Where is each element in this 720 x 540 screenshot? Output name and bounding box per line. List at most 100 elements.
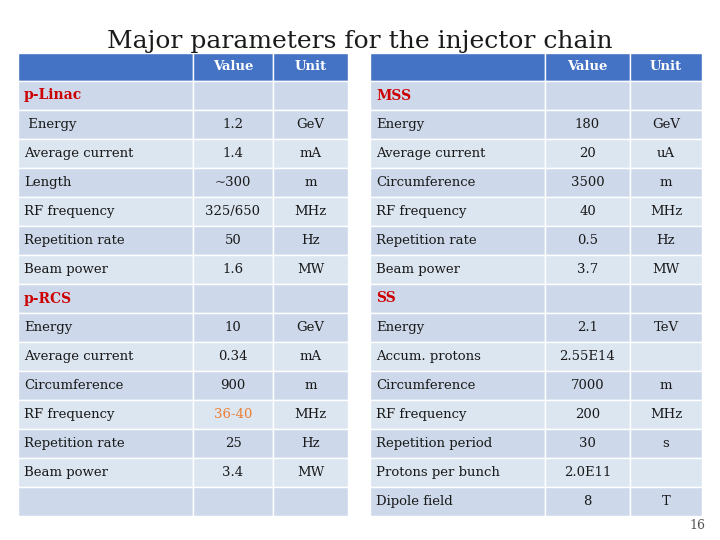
- Text: m: m: [660, 176, 672, 189]
- Bar: [370, 226, 545, 255]
- Bar: [193, 53, 273, 81]
- Text: Circumference: Circumference: [24, 379, 123, 392]
- Bar: [273, 53, 348, 81]
- Text: 3500: 3500: [571, 176, 604, 189]
- Text: Accum. protons: Accum. protons: [376, 350, 481, 363]
- Bar: [193, 197, 273, 226]
- Bar: [370, 458, 545, 487]
- Text: Value: Value: [213, 60, 253, 73]
- Bar: [193, 313, 273, 342]
- Text: 200: 200: [575, 408, 600, 421]
- Bar: [370, 139, 545, 168]
- Text: Unit: Unit: [650, 60, 682, 73]
- Text: 40: 40: [579, 205, 596, 218]
- Bar: [273, 284, 348, 313]
- Text: Length: Length: [24, 176, 71, 189]
- Text: SS: SS: [376, 292, 396, 306]
- Text: 36-40: 36-40: [214, 408, 252, 421]
- Bar: [273, 342, 348, 371]
- Text: Circumference: Circumference: [376, 379, 475, 392]
- Bar: [630, 139, 702, 168]
- Text: p-Linac: p-Linac: [24, 89, 82, 103]
- Bar: [193, 400, 273, 429]
- Text: Energy: Energy: [376, 321, 424, 334]
- Bar: [630, 342, 702, 371]
- Bar: [545, 458, 630, 487]
- Text: MW: MW: [297, 263, 324, 276]
- Bar: [18, 168, 193, 197]
- Bar: [193, 81, 273, 110]
- Text: m: m: [660, 379, 672, 392]
- Text: Average current: Average current: [24, 147, 133, 160]
- Text: Beam power: Beam power: [24, 263, 108, 276]
- Bar: [545, 429, 630, 458]
- Text: MSS: MSS: [376, 89, 411, 103]
- Text: 30: 30: [579, 437, 596, 450]
- Text: 10: 10: [225, 321, 241, 334]
- Text: Energy: Energy: [24, 118, 76, 131]
- Bar: [18, 284, 193, 313]
- Bar: [630, 110, 702, 139]
- Text: 0.34: 0.34: [218, 350, 248, 363]
- Text: ~300: ~300: [215, 176, 251, 189]
- Text: Repetition rate: Repetition rate: [376, 234, 477, 247]
- Text: RF frequency: RF frequency: [376, 205, 467, 218]
- Text: 8: 8: [583, 495, 592, 508]
- Bar: [273, 371, 348, 400]
- Text: Value: Value: [567, 60, 608, 73]
- Bar: [545, 371, 630, 400]
- Bar: [18, 429, 193, 458]
- Text: MW: MW: [652, 263, 680, 276]
- Text: mA: mA: [300, 350, 322, 363]
- Bar: [630, 487, 702, 516]
- Bar: [545, 168, 630, 197]
- Text: 25: 25: [225, 437, 241, 450]
- Bar: [370, 81, 545, 110]
- Bar: [193, 255, 273, 284]
- Text: Hz: Hz: [301, 437, 320, 450]
- Text: MHz: MHz: [650, 408, 682, 421]
- Text: 0.5: 0.5: [577, 234, 598, 247]
- Bar: [273, 168, 348, 197]
- Bar: [630, 313, 702, 342]
- Text: Repetition rate: Repetition rate: [24, 234, 125, 247]
- Bar: [18, 400, 193, 429]
- Bar: [273, 255, 348, 284]
- Bar: [18, 110, 193, 139]
- Bar: [193, 284, 273, 313]
- Bar: [370, 284, 545, 313]
- Bar: [273, 400, 348, 429]
- Text: RF frequency: RF frequency: [376, 408, 467, 421]
- Text: MHz: MHz: [294, 408, 327, 421]
- Bar: [18, 255, 193, 284]
- Bar: [545, 487, 630, 516]
- Text: Hz: Hz: [657, 234, 675, 247]
- Bar: [630, 429, 702, 458]
- Text: m: m: [305, 176, 317, 189]
- Text: 2.1: 2.1: [577, 321, 598, 334]
- Bar: [370, 487, 545, 516]
- Text: Beam power: Beam power: [376, 263, 460, 276]
- Bar: [630, 53, 702, 81]
- Bar: [545, 81, 630, 110]
- Text: GeV: GeV: [297, 118, 325, 131]
- Bar: [370, 53, 545, 81]
- Text: 20: 20: [579, 147, 596, 160]
- Text: Hz: Hz: [301, 234, 320, 247]
- Text: Average current: Average current: [24, 350, 133, 363]
- Bar: [545, 110, 630, 139]
- Bar: [273, 226, 348, 255]
- Text: 16: 16: [689, 519, 705, 532]
- Bar: [630, 371, 702, 400]
- Bar: [545, 197, 630, 226]
- Text: 1.2: 1.2: [222, 118, 243, 131]
- Text: Energy: Energy: [24, 321, 72, 334]
- Bar: [193, 487, 273, 516]
- Bar: [545, 139, 630, 168]
- Bar: [193, 429, 273, 458]
- Text: TeV: TeV: [654, 321, 678, 334]
- Text: 325/650: 325/650: [205, 205, 261, 218]
- Text: GeV: GeV: [652, 118, 680, 131]
- Bar: [630, 81, 702, 110]
- Bar: [545, 226, 630, 255]
